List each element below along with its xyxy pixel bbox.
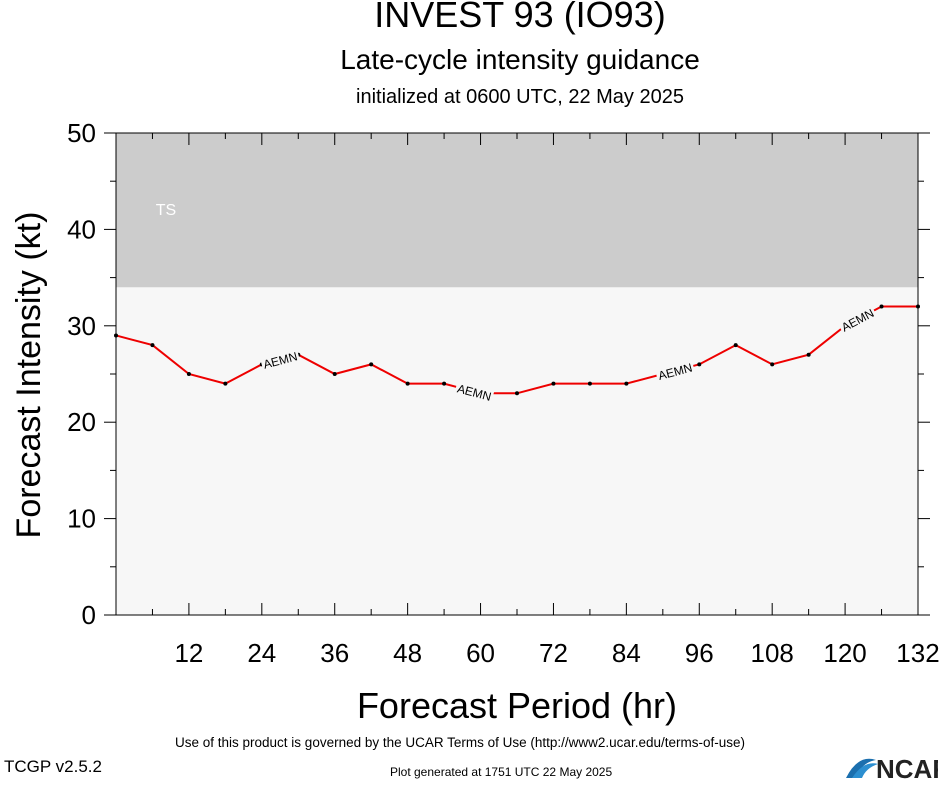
init-time: initialized at 0600 UTC, 22 May 2025 [356,86,684,108]
x-axis-label: Forecast Period (hr) [357,685,677,726]
y-tick-label: 20 [67,407,96,437]
svg-text:NCAR: NCAR [876,754,938,780]
chart-subtitle: Late-cycle intensity guidance [340,44,700,75]
band-label-ts: TS [156,202,176,219]
y-tick-label: 10 [67,504,96,534]
x-tick-label: 84 [612,638,641,668]
x-tick-label: 24 [247,638,276,668]
x-tick-label: 108 [750,638,793,668]
x-tick-label: 72 [539,638,568,668]
terms-of-use: Use of this product is governed by the U… [175,735,745,750]
data-point [405,381,410,386]
ncar-logo: NCAR [842,752,940,784]
y-tick-label: 30 [67,311,96,341]
x-tick-label: 132 [896,638,939,668]
generated-time: Plot generated at 1751 UTC 22 May 2025 [390,765,613,779]
data-point [369,362,374,367]
x-tick-label: 60 [466,638,495,668]
data-point [587,381,592,386]
data-point [733,343,738,348]
data-point [150,343,155,348]
version-label: TCGP v2.5.2 [4,757,102,776]
x-tick-label: 12 [174,638,203,668]
data-point [442,381,447,386]
y-tick-label: 50 [67,118,96,148]
y-tick-label: 0 [82,600,96,630]
chart-title: INVEST 93 (IO93) [374,0,666,35]
x-tick-label: 120 [823,638,866,668]
data-point [697,362,702,367]
x-tick-label: 48 [393,638,422,668]
data-point [879,304,884,309]
series-label-bg [837,304,878,335]
data-point [515,391,519,396]
data-point [332,372,337,376]
band-ts [116,133,918,288]
series-label-bg [654,359,696,383]
series-label-bg [454,380,495,404]
data-point [551,381,556,386]
data-point [186,372,191,376]
data-point [624,381,629,386]
y-axis-label: Forecast Intensity (kt) [10,212,48,539]
x-tick-label: 36 [320,638,349,668]
x-tick-label: 96 [685,638,714,668]
data-point [806,352,811,357]
series-label-bg [259,347,301,372]
y-tick-label: 40 [67,214,96,244]
data-point [770,362,775,367]
data-point [223,381,228,386]
